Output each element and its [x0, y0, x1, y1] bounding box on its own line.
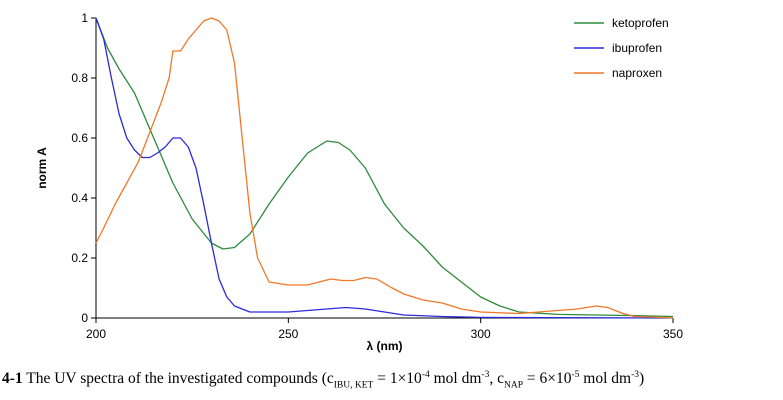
figure-caption: 4-1 The UV spectra of the investigated c… — [2, 370, 783, 390]
caption-figure-number: 4-1 — [2, 370, 23, 388]
caption-sup2: -3 — [481, 370, 490, 380]
caption-end: ) — [638, 370, 645, 388]
caption-eq1: = 1×10 — [373, 370, 422, 388]
x-tick-label: 200 — [86, 327, 106, 341]
y-tick-label: 0.2 — [71, 251, 88, 265]
chart-svg: 0 0.2 0.4 0.6 0.8 1 200 250 300 350 λ (nm) norm A ke… — [35, 11, 683, 353]
x-tick-label: 250 — [278, 327, 298, 341]
series-line-ibuprofen — [95, 17, 674, 319]
y-axis-title: norm A — [35, 147, 49, 189]
caption-sup3: -5 — [571, 370, 580, 380]
y-tick-label: 1 — [81, 11, 88, 25]
caption-eq2: = 6×10 — [522, 370, 572, 388]
legend-label-naproxen: naproxen — [612, 66, 662, 80]
caption-mid: , c — [489, 370, 504, 388]
caption-sub-ibu-ket: IBU, KET — [333, 380, 374, 391]
caption-unit1: mol dm — [429, 370, 482, 388]
caption-text: The UV spectra of the investigated compo… — [22, 370, 334, 388]
caption-sup1: -4 — [421, 370, 430, 380]
y-tick-label: 0.8 — [71, 71, 88, 85]
caption-sup4: -3 — [631, 370, 639, 380]
series-line-ketoprofen — [95, 17, 674, 318]
caption-sub-nap: NAP — [503, 380, 523, 391]
y-tick-label: 0.6 — [71, 131, 88, 145]
x-axis-title: λ (nm) — [367, 339, 403, 353]
y-tick-label: 0.4 — [71, 191, 88, 205]
x-tick-label: 350 — [663, 327, 683, 341]
caption-unit2: mol dm — [579, 370, 632, 388]
legend-label-ketoprofen: ketoprofen — [612, 16, 669, 30]
legend-label-ibuprofen: ibuprofen — [612, 41, 662, 55]
series-line-naproxen — [95, 17, 674, 319]
x-tick-label: 300 — [471, 327, 491, 341]
y-tick-label: 0 — [81, 311, 88, 325]
